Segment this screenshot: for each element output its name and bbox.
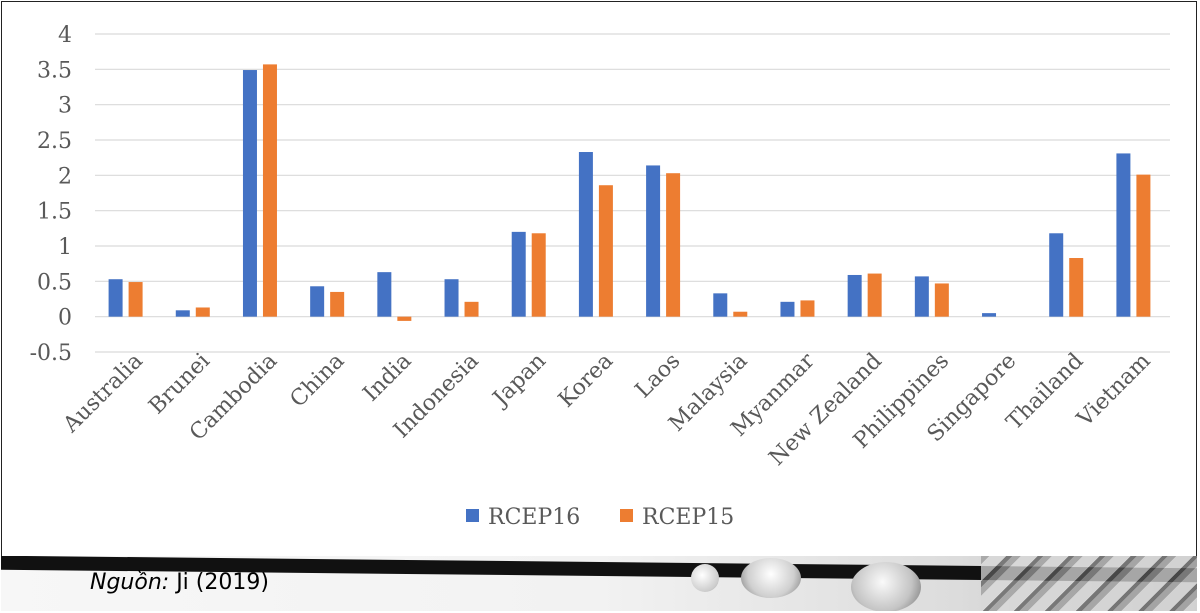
- bar-rcep16-singapore: [982, 313, 997, 317]
- x-category-label: Laos: [631, 349, 686, 404]
- y-tick-label: 1.5: [37, 200, 72, 225]
- y-tick-label: 0.5: [37, 270, 72, 295]
- bar-rcep16-indonesia: [444, 279, 459, 317]
- bar-rcep16-myanmar: [780, 301, 795, 317]
- x-category-label: Korea: [554, 349, 618, 413]
- bar-rcep15-australia: [128, 282, 143, 317]
- bar-rcep16-laos: [646, 165, 661, 317]
- y-tick-label: 3.5: [37, 58, 72, 83]
- legend-swatch-rcep15: [620, 509, 633, 522]
- bar-rcep15-vietnam: [1136, 174, 1151, 317]
- y-tick-label: 4: [58, 23, 72, 48]
- bar-rcep15-india: [397, 316, 412, 321]
- y-axis-ticks: 4 3.5 3 2.5 2 1.5 1 0.5 0 -0.5: [30, 23, 72, 366]
- x-category-label: India: [359, 349, 417, 407]
- bar-rcep15-philippines: [934, 283, 949, 317]
- bar-rcep15-myanmar: [800, 300, 815, 317]
- footer-decor-shape: [851, 562, 921, 611]
- bar-rcep16-malaysia: [713, 293, 728, 317]
- x-category-label: China: [286, 349, 350, 413]
- y-tick-label: 1: [58, 235, 72, 260]
- x-category-label: Japan: [487, 349, 551, 413]
- decorative-footer-strip: [1, 556, 1197, 611]
- legend-swatch-rcep16: [466, 509, 479, 522]
- bar-rcep15-korea: [598, 185, 613, 317]
- y-tick-label: 2.5: [37, 129, 72, 154]
- y-tick-label: 3: [58, 94, 72, 119]
- bar-rcep15-indonesia: [464, 301, 479, 317]
- footer-decor-shape: [691, 564, 719, 592]
- bar-rcep16-thailand: [1049, 233, 1064, 317]
- source-citation: Nguồn: Ji (2019): [90, 570, 269, 595]
- y-tick-label: 0: [58, 306, 72, 331]
- bar-rcep15-malaysia: [733, 311, 748, 317]
- source-label: Nguồn:: [90, 570, 170, 595]
- x-category-label: Vietnam: [1072, 348, 1156, 432]
- bar-rcep16-vietnam: [1116, 153, 1131, 317]
- legend-label-rcep15: RCEP15: [642, 505, 734, 530]
- bar-rcep16-new-zealand: [847, 274, 862, 317]
- legend: RCEP16 RCEP15: [466, 505, 734, 530]
- bar-rcep15-thailand: [1069, 258, 1084, 317]
- bar-rcep15-laos: [666, 173, 681, 317]
- bar-rcep16-japan: [511, 231, 526, 317]
- bar-rcep15-new-zealand: [867, 273, 882, 317]
- bar-rcep16-brunei: [175, 310, 190, 317]
- bar-rcep15-cambodia: [262, 64, 277, 317]
- bar-rcep16-korea: [578, 152, 593, 317]
- bar-rcep16-australia: [108, 279, 123, 317]
- footer-decor-shape: [981, 556, 1197, 611]
- legend-label-rcep16: RCEP16: [488, 505, 580, 530]
- y-tick-label: 2: [58, 164, 72, 189]
- bar-rcep15-china: [330, 291, 345, 317]
- bar-rcep15-brunei: [195, 307, 210, 317]
- footer-decor-shape: [741, 558, 801, 598]
- bar-rcep16-india: [377, 272, 392, 317]
- y-tick-label: -0.5: [30, 341, 72, 366]
- bars: [108, 64, 1151, 321]
- source-value: Ji (2019): [176, 570, 269, 595]
- bar-rcep16-cambodia: [242, 70, 257, 317]
- bar-chart: 4 3.5 3 2.5 2 1.5 1 0.5 0 -0.5 AustraliaBruneiCam…: [30, 23, 1170, 530]
- bar-rcep15-japan: [531, 233, 546, 317]
- bar-rcep16-china: [310, 286, 325, 317]
- bar-rcep16-philippines: [914, 276, 929, 317]
